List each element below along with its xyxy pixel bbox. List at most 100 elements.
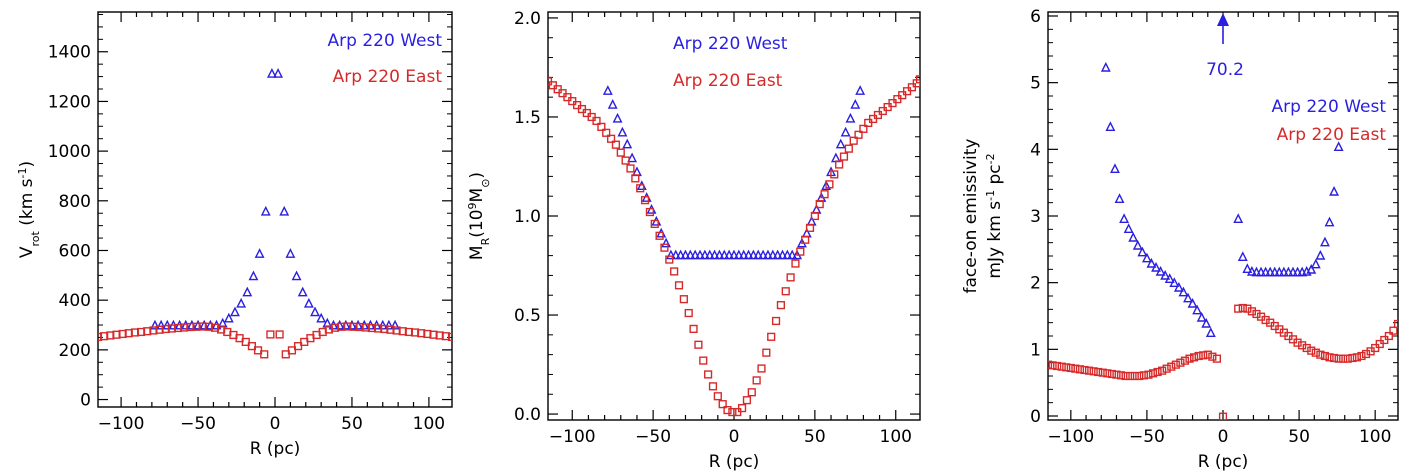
east-point bbox=[1234, 304, 1243, 313]
east-point bbox=[718, 400, 727, 409]
east-point bbox=[1121, 371, 1130, 381]
east-point bbox=[699, 356, 708, 365]
west-point bbox=[821, 180, 832, 190]
west-point bbox=[685, 249, 696, 260]
legend-east: Arp 220 East bbox=[673, 71, 783, 91]
west-point bbox=[1105, 121, 1116, 132]
east-point bbox=[1194, 351, 1203, 361]
east-point bbox=[1089, 367, 1098, 376]
west-point bbox=[230, 306, 240, 317]
west-point bbox=[602, 85, 613, 95]
west-point bbox=[291, 270, 302, 281]
x-tick-label: 50 bbox=[1288, 427, 1310, 447]
x-tick-label: 0 bbox=[1218, 427, 1229, 447]
west-point bbox=[1114, 193, 1125, 204]
west-point bbox=[254, 248, 265, 258]
y-tick-label: 400 bbox=[59, 291, 91, 311]
west-point bbox=[1324, 216, 1335, 227]
east-point bbox=[1329, 353, 1339, 363]
west-point bbox=[150, 319, 160, 330]
east-point bbox=[621, 156, 630, 165]
markers bbox=[1048, 61, 1398, 420]
west-point bbox=[699, 249, 710, 260]
east-point bbox=[1393, 319, 1398, 329]
off-scale-value-label: 70.2 bbox=[1206, 60, 1244, 80]
west-point bbox=[1155, 265, 1166, 276]
west-point bbox=[748, 249, 759, 260]
west-point bbox=[1201, 317, 1212, 328]
east-point bbox=[1389, 326, 1398, 335]
east-point bbox=[1048, 360, 1053, 369]
legend-west: Arp 220 West bbox=[673, 34, 788, 54]
west-point bbox=[627, 152, 638, 163]
east-point bbox=[1208, 352, 1217, 361]
y-tick-label: 0 bbox=[1030, 407, 1041, 427]
panel-face-on-emissivity: −100 −50 0 50 100 0 1 2 3 4 5 6 R (pc) face-on emissi… bbox=[961, 7, 1399, 472]
west-point bbox=[719, 249, 730, 260]
west-point bbox=[729, 249, 739, 260]
x-tick-label: 100 bbox=[880, 427, 912, 447]
east-point bbox=[260, 350, 269, 359]
west-point bbox=[733, 249, 744, 260]
west-point bbox=[390, 319, 400, 330]
west-point bbox=[1306, 263, 1317, 274]
x-tick-label: −100 bbox=[549, 427, 596, 447]
y-tick-label: 3 bbox=[1030, 207, 1041, 227]
east-point bbox=[293, 342, 303, 351]
east-point bbox=[655, 231, 664, 240]
west-point bbox=[675, 249, 686, 260]
east-point bbox=[1116, 371, 1126, 380]
east-point bbox=[713, 392, 722, 401]
west-point bbox=[840, 126, 851, 137]
east-point bbox=[1334, 354, 1343, 363]
east-point bbox=[757, 364, 766, 373]
west-point bbox=[743, 249, 754, 260]
west-point bbox=[1315, 249, 1326, 260]
east-point bbox=[1320, 351, 1330, 361]
east-point bbox=[1252, 309, 1261, 319]
east-point bbox=[1361, 349, 1371, 359]
east-point bbox=[1148, 369, 1158, 378]
y-tick-label: 1 bbox=[1030, 340, 1041, 360]
west-point bbox=[1151, 261, 1161, 272]
east-point bbox=[694, 340, 703, 349]
east-point bbox=[815, 200, 824, 209]
east-point bbox=[1238, 303, 1247, 313]
east-point bbox=[616, 148, 625, 157]
west-point bbox=[1333, 141, 1344, 152]
east-point bbox=[771, 316, 781, 326]
y-axis-label: Vrot (km s-1) bbox=[16, 161, 42, 258]
east-point bbox=[602, 128, 611, 137]
east-point bbox=[1162, 364, 1171, 373]
y-tick-label: 1200 bbox=[48, 92, 91, 112]
panel-enclosed-mass: −100 −50 0 50 100 0.0 0.5 1.0 1.5 2.0 R (pc) MR(109… bbox=[466, 9, 921, 472]
west-point bbox=[1146, 257, 1157, 268]
east-point bbox=[1112, 370, 1121, 379]
west-point bbox=[1246, 265, 1257, 276]
y-tick-label: 5 bbox=[1030, 74, 1041, 94]
east-point bbox=[1048, 361, 1057, 370]
x-axis-label: R (pc) bbox=[250, 439, 301, 459]
east-point bbox=[752, 376, 761, 385]
markers bbox=[98, 68, 452, 359]
west-point bbox=[850, 99, 861, 109]
east-point bbox=[684, 308, 693, 318]
east-point bbox=[592, 116, 601, 126]
west-point bbox=[1132, 239, 1143, 250]
east-point bbox=[1199, 351, 1208, 360]
east-point bbox=[1139, 371, 1148, 380]
west-point bbox=[1160, 269, 1171, 280]
east-point bbox=[241, 337, 250, 347]
east-point bbox=[606, 134, 616, 143]
west-point bbox=[670, 249, 681, 260]
x-tick-label: 50 bbox=[804, 427, 826, 447]
west-point bbox=[1192, 304, 1203, 315]
west-point bbox=[738, 249, 749, 260]
west-point bbox=[767, 249, 778, 260]
y-tick-label: 2 bbox=[1030, 274, 1041, 294]
east-point bbox=[1203, 350, 1212, 359]
east-point bbox=[1098, 368, 1107, 377]
west-point bbox=[1137, 246, 1148, 257]
east-point bbox=[1126, 371, 1135, 381]
east-point bbox=[839, 152, 849, 161]
